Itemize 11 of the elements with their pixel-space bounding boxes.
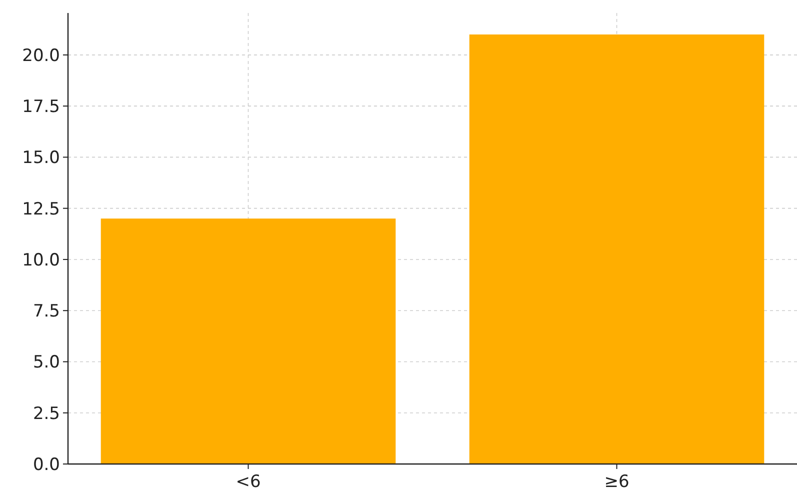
y-tick-label: 15.0 <box>22 148 60 168</box>
x-tick-label: <6 <box>236 472 261 492</box>
y-tick-label: 10.0 <box>22 250 60 270</box>
y-tick-label: 7.5 <box>32 302 60 322</box>
y-tick-label: 5.0 <box>32 352 60 373</box>
y-tick-label: 17.5 <box>22 97 60 118</box>
y-tick-label: 0.0 <box>32 454 60 475</box>
y-tick-label: 12.5 <box>22 199 60 220</box>
y-tick-label: 2.5 <box>32 404 60 424</box>
y-tick-label: 20.0 <box>22 46 60 66</box>
x-tick-label: ≥6 <box>604 472 630 492</box>
